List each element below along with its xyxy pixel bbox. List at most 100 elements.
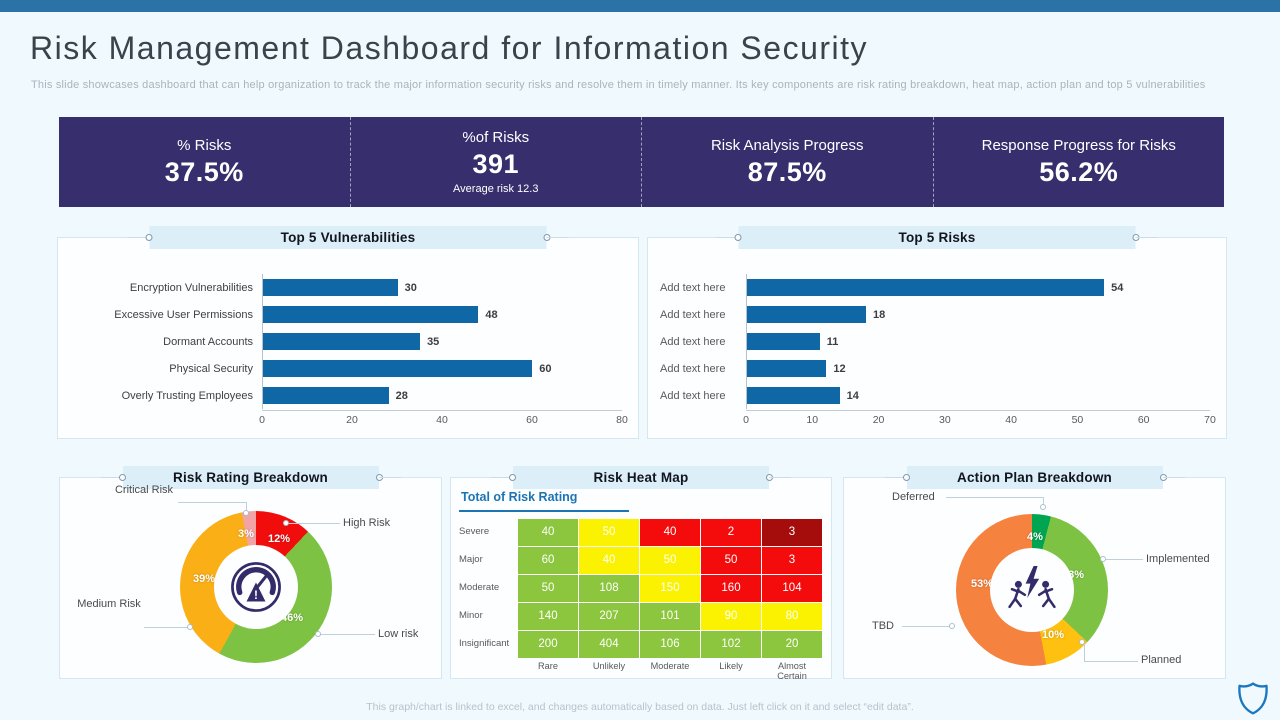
panel-action-plan-breakdown[interactable]: Action Plan Breakdown 4% 33% 10% 53% (843, 466, 1226, 679)
category-label: Physical Security (169, 362, 253, 375)
category-label: Add text here (660, 308, 726, 321)
kpi-label: %of Risks (462, 129, 530, 146)
heatmap-row: Severe 40 50 40 2 3 (459, 518, 822, 546)
category-label: Add text here (660, 389, 726, 402)
gauge-warning-icon: ! (231, 562, 281, 612)
bar[interactable] (747, 279, 1105, 296)
bar[interactable] (263, 387, 389, 404)
svg-text:!: ! (254, 589, 258, 602)
heatmap-grid[interactable]: Severe 40 50 40 2 3 Major 60 40 50 50 3 … (459, 518, 822, 681)
axis-tick: 50 (1071, 414, 1084, 426)
heatmap-column-labels: Rare Unlikely Moderate Likely Almost Cer… (459, 661, 822, 681)
bar[interactable] (747, 333, 820, 350)
category-label: Dormant Accounts (163, 335, 253, 348)
connector-dot-icon (118, 473, 126, 481)
bar-row: Encryption Vulnerabilities 30 (70, 274, 622, 301)
category-label: Excessive User Permissions (114, 308, 253, 321)
slice-pct: 10% (1042, 629, 1065, 641)
connector-dot-icon (1159, 473, 1167, 481)
bar[interactable] (263, 333, 421, 350)
panel-risk-rating-breakdown[interactable]: Risk Rating Breakdown 12% 46% 39% 3% ! C… (59, 466, 442, 679)
connector-dot-icon (1132, 233, 1140, 241)
bar[interactable] (263, 279, 398, 296)
kpi-value: 37.5% (164, 156, 244, 187)
category-label: Add text here (660, 281, 726, 294)
bar-row: Add text here 18 (660, 301, 1210, 328)
heatmap-cell: 40 (518, 519, 578, 546)
shield-icon (1238, 682, 1268, 715)
axis-tick: 40 (436, 414, 448, 426)
risk-rating-donut-chart[interactable]: 12% 46% 39% 3% ! (180, 511, 332, 663)
kpi-note: Average risk 12.3 (453, 183, 539, 195)
bar[interactable] (263, 360, 533, 377)
slice-pct: 39% (193, 573, 216, 585)
panel-top5-risks[interactable]: Top 5 Risks Add text here 54 Add text he… (647, 226, 1227, 439)
kpi-label: % Risks (177, 136, 232, 154)
bar[interactable] (747, 360, 827, 377)
value-label: 35 (427, 335, 440, 348)
slice-callout-label: Planned (1141, 654, 1182, 666)
leader-dot (949, 623, 955, 629)
bar[interactable] (747, 387, 840, 404)
heatmap-cell: 150 (640, 575, 700, 602)
connector-dot-icon (902, 473, 910, 481)
heatmap-cell: 140 (518, 603, 578, 630)
heatmap-cell: 102 (701, 631, 761, 658)
slice-callout-label: Medium Risk (77, 598, 141, 610)
heatmap-cell: 90 (701, 603, 761, 630)
axis-tick: 60 (1137, 414, 1150, 426)
heatmap-cell: 101 (640, 603, 700, 630)
heatmap-cell: 50 (579, 519, 639, 546)
heatmap-cell: 207 (579, 603, 639, 630)
action-plan-donut-chart[interactable]: 4% 33% 10% 53% (956, 514, 1108, 666)
heatmap-row: Minor 140 207 101 90 80 (459, 602, 822, 630)
slice-callout-label: Critical Risk (114, 484, 174, 496)
heatmap-cell: 60 (518, 547, 578, 574)
panel-title-band: Risk Heat Map (491, 466, 791, 489)
connector-dot-icon (766, 473, 773, 481)
heatmap-cell: 50 (640, 547, 700, 574)
leader-dot (1079, 639, 1085, 645)
leader-line (1106, 559, 1143, 560)
value-label: 54 (1111, 281, 1124, 294)
category-label: Add text here (660, 362, 726, 375)
top5-vulnerabilities-bar-chart[interactable]: Encryption Vulnerabilities 30 Excessive … (70, 274, 628, 427)
value-label: 48 (485, 308, 498, 321)
row-label: Insignificant (459, 638, 510, 649)
value-label: 30 (404, 281, 417, 294)
bar[interactable] (747, 306, 867, 323)
value-label: 11 (826, 335, 839, 348)
connector-dot-icon (375, 473, 383, 481)
panel-risk-heat-map[interactable]: Risk Heat Map Total of Risk Rating Sever… (450, 466, 832, 681)
bar[interactable] (263, 306, 479, 323)
slice-callout-label: TBD (872, 620, 894, 632)
heatmap-row: Moderate 50 108 150 160 104 (459, 574, 822, 602)
page-title: Risk Management Dashboard for Informatio… (30, 30, 869, 66)
leader-dot (283, 520, 289, 526)
bar-row: Physical Security 60 (70, 355, 622, 382)
panel-title-band: Top 5 Risks (716, 226, 1158, 249)
axis-tick: 0 (743, 414, 749, 426)
heatmap-row: Major 60 40 50 50 3 (459, 546, 822, 574)
leader-dot (315, 631, 321, 637)
axis-tick: 20 (346, 414, 358, 426)
panel-top5-vulnerabilities[interactable]: Top 5 Vulnerabilities Encryption Vulnera… (57, 226, 639, 439)
kpi-analysis-progress: Risk Analysis Progress 87.5% (641, 117, 933, 207)
bar-row: Add text here 11 (660, 328, 1210, 355)
connector-dot-icon (734, 233, 742, 241)
x-axis: 0 10 20 30 40 50 60 70 (660, 410, 1216, 427)
kpi-percent-risks: % Risks 37.5% (59, 117, 350, 207)
row-label: Minor (459, 610, 483, 621)
kpi-strip[interactable]: % Risks 37.5% %of Risks 391 Average risk… (59, 117, 1224, 207)
row-label: Severe (459, 526, 490, 537)
panel-title: Risk Heat Map (593, 470, 689, 485)
people-lightning-icon (1008, 566, 1056, 609)
top5-risks-bar-chart[interactable]: Add text here 54 Add text here 18 Add te… (660, 274, 1216, 427)
bar-row: Add text here 54 (660, 274, 1210, 301)
category-label: Encryption Vulnerabilities (129, 281, 253, 294)
heatmap-cell: 50 (518, 575, 578, 602)
axis-tick: 70 (1204, 414, 1216, 426)
kpi-value: 87.5% (747, 156, 827, 187)
axis-tick: 60 (526, 414, 538, 426)
